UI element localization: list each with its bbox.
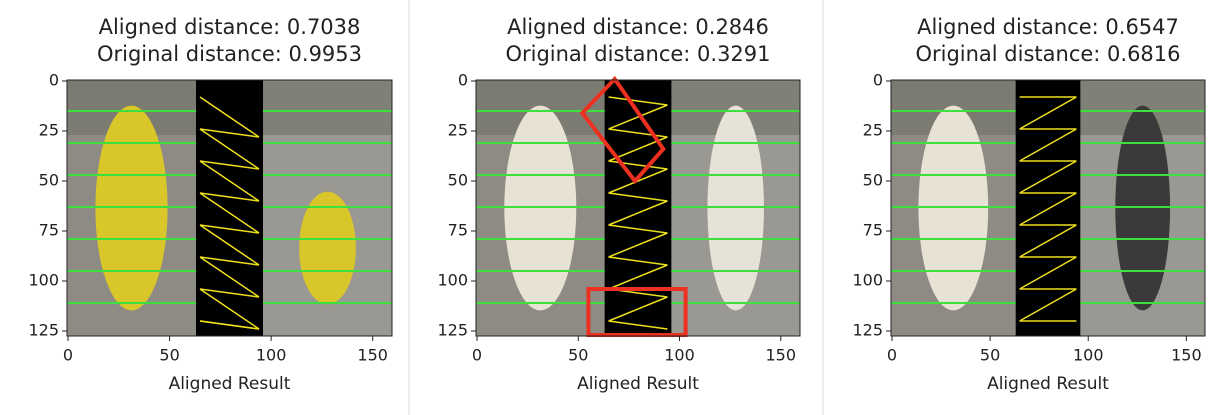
x-axis-label: Aligned Result <box>577 374 699 394</box>
y-tick-label: 125 <box>852 321 883 340</box>
y-tick-label: 75 <box>39 221 59 240</box>
y-tick-label: 100 <box>437 271 468 290</box>
x-tick-label: 50 <box>568 346 588 365</box>
panel-title: Aligned distance: 0.2846 <box>507 15 769 39</box>
x-tick-label: 100 <box>1073 346 1104 365</box>
match-line <box>608 256 668 266</box>
x-tick-label: 100 <box>664 346 695 365</box>
axes-frame <box>475 79 801 337</box>
match-line <box>199 288 260 298</box>
match-line <box>199 96 260 138</box>
highlight-box <box>579 75 666 185</box>
y-tick-label: 25 <box>863 121 883 140</box>
match-line <box>608 296 668 322</box>
y-tick-label: 100 <box>852 271 883 290</box>
match-line <box>1019 96 1077 130</box>
panel-title: Original distance: 0.6816 <box>915 42 1180 66</box>
match-line <box>608 224 668 234</box>
x-tick-label: 50 <box>159 346 179 365</box>
y-tick-label: 125 <box>28 321 59 340</box>
match-line <box>608 104 668 130</box>
x-tick-label: 150 <box>1171 346 1202 365</box>
panel-title: Aligned distance: 0.7038 <box>99 15 361 39</box>
person-right <box>299 191 356 305</box>
x-axis-label: Aligned Result <box>987 374 1109 394</box>
y-tick-label: 25 <box>39 121 59 140</box>
axes-frame <box>66 79 393 337</box>
panel-title: Aligned distance: 0.6547 <box>917 15 1179 39</box>
alignment-strip <box>195 80 264 336</box>
match-line <box>608 128 668 138</box>
match-line <box>608 320 668 330</box>
panel-title: Original distance: 0.3291 <box>505 42 770 66</box>
match-line <box>1019 256 1077 290</box>
match-line <box>1019 160 1077 194</box>
x-tick-label: 0 <box>472 346 482 365</box>
match-line <box>199 256 260 298</box>
x-tick-label: 0 <box>63 346 73 365</box>
panel-title: Original distance: 0.9953 <box>97 42 362 66</box>
match-line <box>608 200 668 226</box>
y-tick-label: 50 <box>863 171 883 190</box>
x-tick-label: 50 <box>980 346 1000 365</box>
match-line <box>608 96 668 106</box>
x-tick-label: 0 <box>887 346 897 365</box>
y-tick-label: 100 <box>28 271 59 290</box>
y-tick-label: 0 <box>873 71 883 90</box>
axes-frame <box>890 79 1206 337</box>
match-line <box>608 168 668 194</box>
match-line <box>199 224 260 234</box>
y-tick-label: 75 <box>448 221 468 240</box>
match-line <box>199 192 260 202</box>
x-axis-label: Aligned Result <box>169 374 291 394</box>
match-line <box>1019 192 1077 226</box>
y-tick-label: 0 <box>49 71 59 90</box>
y-tick-label: 25 <box>448 121 468 140</box>
match-line <box>199 288 260 330</box>
match-line <box>1019 288 1077 322</box>
x-tick-label: 150 <box>357 346 388 365</box>
match-line <box>199 192 260 234</box>
match-line <box>199 224 260 266</box>
match-line <box>199 128 260 170</box>
match-line <box>199 320 260 330</box>
y-tick-label: 125 <box>437 321 468 340</box>
alignment-strip <box>604 80 672 336</box>
match-line <box>199 256 260 266</box>
highlight-box <box>586 287 688 337</box>
y-tick-label: 50 <box>39 171 59 190</box>
alignment-strip <box>1015 80 1081 336</box>
match-line <box>199 160 260 170</box>
y-tick-label: 0 <box>458 71 468 90</box>
match-line <box>608 264 668 290</box>
match-line <box>608 192 668 202</box>
match-line <box>199 128 260 138</box>
y-tick-label: 50 <box>448 171 468 190</box>
x-tick-label: 150 <box>765 346 796 365</box>
match-line <box>1019 224 1077 258</box>
y-tick-label: 75 <box>863 221 883 240</box>
match-line <box>1019 128 1077 162</box>
match-line <box>199 160 260 202</box>
x-tick-label: 100 <box>256 346 287 365</box>
match-line <box>608 232 668 258</box>
